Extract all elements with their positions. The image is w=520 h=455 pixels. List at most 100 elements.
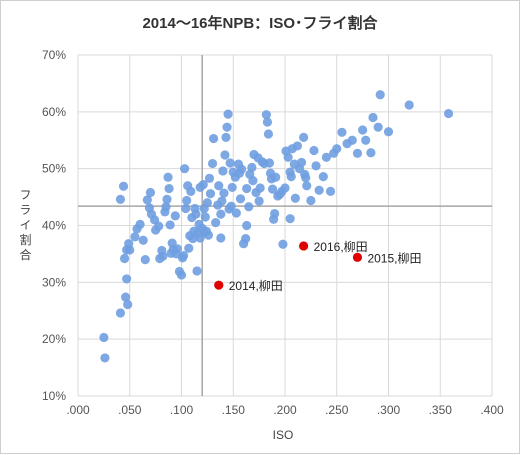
data-point (214, 181, 224, 191)
data-point (283, 152, 293, 162)
data-point (140, 255, 150, 265)
highlight-point (352, 252, 363, 262)
data-point (118, 181, 129, 191)
data-point (170, 211, 180, 221)
data-point (404, 100, 414, 110)
x-tick-label: .250 (325, 403, 349, 417)
x-tick-label: .050 (118, 403, 142, 417)
data-point (361, 135, 371, 145)
data-point (142, 195, 152, 205)
data-point (302, 181, 312, 191)
data-point (155, 253, 165, 264)
x-tick-labels: .000 .050 .100 .150 .200 .250 .300 .350 .400 (66, 403, 504, 417)
data-point (100, 353, 110, 363)
data-point (262, 117, 273, 127)
data-point (267, 184, 278, 194)
data-point (325, 186, 336, 196)
data-point (242, 220, 252, 231)
y-tick-labels: 10% 20% 30% 40% 50% 60% 70% (42, 48, 66, 403)
x-tick-label: .000 (66, 403, 90, 417)
data-point (368, 112, 378, 123)
data-point (195, 182, 205, 193)
data-point (180, 164, 190, 174)
data-point (241, 233, 251, 244)
y-tick-label: 50% (42, 162, 66, 176)
data-point (165, 220, 175, 230)
data-point (216, 209, 226, 219)
data-point (375, 90, 385, 100)
data-point (202, 198, 212, 208)
data-point (115, 194, 126, 204)
data-point (145, 187, 156, 198)
data-point (162, 194, 172, 204)
data-point (161, 202, 171, 212)
data-point (280, 183, 290, 193)
y-tick-label: 70% (42, 48, 66, 62)
data-point (191, 209, 201, 219)
data-point (285, 214, 295, 224)
data-point (254, 196, 264, 206)
data-point (218, 166, 228, 176)
data-point (211, 218, 221, 228)
data-point (154, 221, 164, 231)
point-annotation: 2014,柳田 (229, 279, 283, 293)
data-point (253, 153, 263, 163)
data-point (347, 135, 357, 145)
data-point (311, 161, 321, 171)
data-point (292, 141, 303, 151)
data-point (225, 158, 235, 168)
data-point (314, 185, 324, 195)
data-point (184, 243, 194, 253)
data-point (255, 183, 265, 193)
data-point (358, 125, 368, 135)
data-point (121, 292, 131, 302)
data-point (122, 274, 132, 284)
data-point (207, 158, 218, 169)
data-point (204, 173, 215, 183)
data-point (270, 208, 280, 219)
data-point (299, 132, 309, 143)
data-point (247, 162, 257, 173)
data-point (261, 110, 271, 120)
data-point (115, 308, 126, 318)
y-tick-label: 10% (42, 389, 66, 403)
point-annotation: 2015,柳田 (367, 251, 421, 265)
data-point (125, 245, 135, 255)
data-point (309, 145, 319, 156)
x-tick-label: .300 (377, 403, 401, 417)
highlight-point (214, 280, 224, 290)
data-point (135, 219, 145, 229)
data-point (123, 299, 133, 310)
data-point (208, 133, 219, 144)
data-point (205, 189, 216, 199)
data-point (172, 244, 182, 254)
data-point (235, 194, 246, 204)
data-point (318, 172, 328, 182)
data-point (301, 173, 311, 183)
data-point (176, 270, 187, 280)
y-tick-label: 60% (42, 105, 66, 119)
data-point (306, 195, 316, 206)
data-point (290, 193, 300, 203)
data-point (130, 232, 140, 242)
data-point (337, 127, 347, 137)
data-point (217, 196, 227, 206)
data-point (244, 202, 254, 212)
data-point (373, 122, 383, 132)
data-point (278, 239, 288, 249)
x-tick-label: .150 (222, 403, 246, 417)
data-point (264, 158, 275, 168)
data-point (216, 233, 226, 243)
data-point (296, 157, 307, 168)
x-tick-label: .350 (429, 403, 453, 417)
x-tick-label: .100 (170, 403, 194, 417)
data-point (332, 144, 342, 154)
data-point (383, 127, 394, 137)
data-point (223, 109, 233, 119)
chart-title: 2014〜16年NPB：ISO･フライ割合 (142, 14, 378, 32)
data-point (222, 122, 232, 132)
y-axis-title: フライ割合 (18, 189, 32, 264)
